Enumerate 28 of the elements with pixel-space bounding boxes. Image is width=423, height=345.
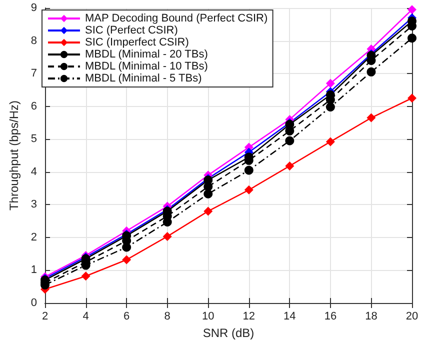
x-tick-label: 4	[82, 310, 89, 322]
x-tick-label: 6	[124, 310, 130, 322]
x-tick-label: 18	[365, 310, 378, 322]
y-tick-label: 2	[30, 231, 38, 244]
y-axis-title: Throughput (bps/Hz)	[7, 100, 21, 211]
y-tick-label: 0	[30, 297, 38, 309]
y-tick-label: 7	[30, 68, 38, 80]
x-tick-label: 16	[324, 310, 337, 322]
x-tick-label: 12	[242, 310, 256, 322]
x-tick-label: 2	[42, 310, 48, 322]
y-tick-label: 9	[30, 2, 38, 14]
x-tick-label: 14	[284, 310, 296, 322]
y-tick-label: 8	[30, 34, 38, 47]
y-tick-label: 3	[30, 198, 38, 211]
legend-label: MAP Decoding Bound (Perfect CSIR)	[85, 12, 268, 24]
y-tick-label: 4	[30, 166, 38, 178]
y-tick-label: 1	[30, 264, 38, 276]
x-axis-title: SNR (dB)	[202, 326, 254, 340]
x-tick-label: 20	[406, 310, 418, 322]
x-tick-label: 10	[202, 310, 214, 322]
legend-label: SIC (Perfect CSIR)	[85, 24, 178, 36]
legend-label: MBDL (Minimal - 10 TBs)	[85, 60, 208, 72]
legend-label: MBDL (Minimal - 5 TBs)	[85, 72, 202, 84]
legend-label: MBDL (Minimal - 20 TBs)	[85, 48, 208, 60]
y-tick-label: 6	[30, 100, 38, 112]
legend-label: SIC (Imperfect CSIR)	[85, 36, 189, 48]
y-tick-label: 5	[30, 133, 38, 146]
x-tick-label: 8	[164, 310, 170, 322]
